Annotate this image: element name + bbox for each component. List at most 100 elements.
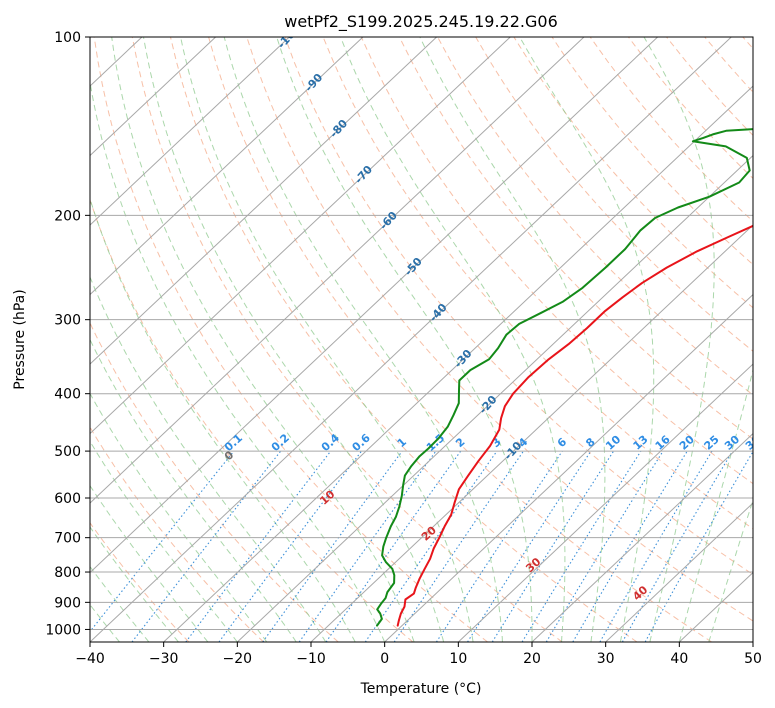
mixing-ratio-label: 6 [555,435,570,450]
dry-adiabat-line [246,37,753,622]
mixing-ratio-line [491,450,615,642]
isotherm-line [90,37,290,226]
mixing-ratio-line [521,450,642,642]
isotherm-line [90,37,658,574]
plot-area: -100-90-80-70-60-50-40-30-20-100.1 0.2 0.4… [0,37,763,642]
chart-title: wetPf2_S199.2025.245.19.22.G06 [284,12,558,32]
dry-adiabat-line [90,521,190,642]
isotherms [0,37,753,642]
mixing-ratio-line [467,450,592,642]
mixing-ratio-line [599,450,713,642]
mixing-ratio-line [185,450,332,642]
sounding-series [376,128,753,627]
mixing-ratio-line [545,450,664,642]
moist-adiabat-line [643,37,715,642]
x-tick-label: −30 [149,651,179,667]
y-tick-label: 500 [54,444,81,460]
mixing-ratio-label: 16 [653,433,673,453]
dry-adiabat-line [360,37,753,485]
dry-adiabat-line [551,37,753,266]
dry-adiabat-line [742,37,753,50]
x-tick-label: 20 [523,651,541,667]
isotherm-line [531,432,753,642]
y-tick-label: 600 [54,491,81,507]
y-tick-label: 900 [54,595,81,611]
dry-adiabat-line [90,198,414,642]
x-tick-label: 40 [670,651,688,667]
isotherm-line [236,154,753,642]
x-axis: −40 −30 −20 −10 0 10 20 30 40 50 [75,642,762,667]
mixing-ratio-lines [90,450,753,642]
mixing-ratio-label: 25 [702,433,722,453]
x-tick-label: 30 [597,651,615,667]
moist-adiabat-line [340,37,566,642]
moist-adiabat-line [90,565,150,642]
isotherm-line [384,293,753,642]
moist-adiabat-line [180,37,474,642]
y-tick-label: 300 [54,313,81,329]
mixing-ratio-line [90,450,235,633]
x-tick-label: −40 [75,651,105,667]
pressure-gridlines [90,37,753,630]
mixing-ratio-line [364,450,498,642]
moist-adiabat-line [90,79,386,642]
moist-adiabat-line [143,37,445,642]
dry-adiabat-line [475,37,753,352]
dry-adiabat-line [589,37,753,223]
dry-adiabat-line [322,37,753,530]
temperature-line [396,224,753,627]
dry-adiabat-line [170,37,638,642]
moist-adiabat-line [708,498,753,642]
mixing-ratio-line [435,450,563,642]
mixing-ratio-line [621,450,733,642]
y-tick-label: 700 [54,531,81,547]
moist-adiabat-line [90,484,209,642]
x-tick-label: 50 [744,651,762,667]
mixing-ratio-line [262,450,403,642]
x-tick-label: 10 [449,651,467,667]
mixing-ratio-line [218,450,362,642]
isotherm-line [752,641,753,642]
moist-adiabat-line [419,37,606,642]
mixing-ratio-line [644,450,753,642]
y-axis-title: Pressure (hPa) [12,289,28,389]
dry-adiabat-line [666,37,753,137]
dewpoint-line [376,128,753,627]
moist-adiabat-line [111,37,415,642]
moist-adiabat-line [90,338,297,642]
y-tick-label: 800 [54,565,81,581]
mixing-ratio-label: 30 [722,433,742,453]
dry-adiabat-line [437,37,753,396]
isotherm-line [163,85,753,642]
x-tick-label: 0 [380,651,389,667]
isotherm-line [90,37,732,642]
dry-adiabat-line [90,426,264,642]
dry-adiabat-line [704,37,753,93]
mixing-ratio-label: 2 [453,435,467,450]
moist-adiabat-line [90,440,238,642]
dry-adiabat-line [513,37,753,309]
dry-adiabat-label: 40 [630,583,650,603]
mixing-ratio-label: 36 [743,433,763,453]
isotherm-line [90,37,437,365]
mixing-ratio-label: 13 [631,433,651,453]
y-axis: 100 200 300 400 500 600 700 800 900 1000 [45,30,90,638]
isotherm-line [90,37,585,504]
mixing-ratio-line [393,450,524,642]
y-tick-label: 100 [54,30,81,46]
isotherm-line [0,37,68,642]
dry-adiabat-line [398,37,753,440]
dry-adiabat-line [93,37,488,642]
mixing-ratio-line [325,450,462,642]
moist-adiabat-line [90,392,268,642]
moist-adiabat-line [678,367,753,642]
y-tick-label: 1000 [45,622,81,638]
mixing-ratio-label: 10 [603,433,623,453]
y-tick-label: 200 [54,208,81,224]
x-tick-label: −20 [223,651,253,667]
y-tick-label: 400 [54,387,81,403]
isotherm-line [310,224,753,642]
mixing-ratio-label: 20 [677,433,697,453]
moist-adiabat-line [90,197,356,642]
